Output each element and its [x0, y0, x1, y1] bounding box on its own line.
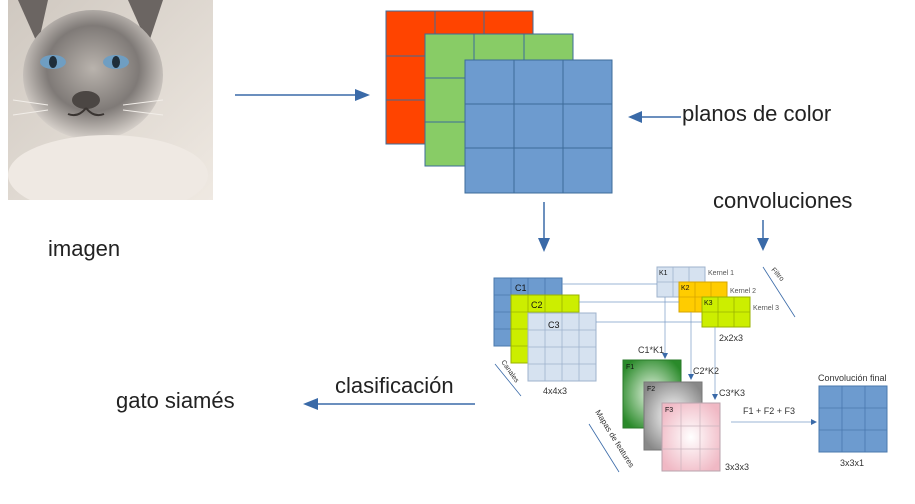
feature-label-f3: F3	[665, 407, 673, 414]
arrow-label-to-planes	[628, 111, 681, 123]
kernel-size-label: 2x2x3	[719, 333, 743, 343]
sum-formula: F1 + F2 + F3	[743, 406, 795, 416]
feature-label-f1: F1	[626, 364, 634, 371]
blue-plane	[464, 59, 613, 194]
arrow-planes-to-conv	[538, 202, 550, 252]
final-size-label: 3x3x1	[840, 458, 864, 468]
color-planes	[385, 10, 613, 194]
channel-label-c2: C2	[531, 300, 543, 310]
convolution-diagram: C1 C2 C3 4x4x3 Canales K1 Kernel 1 K2 Ke…	[493, 266, 888, 473]
product-label-1: C1*K1	[638, 345, 664, 355]
kernel-label-k3: K3	[704, 300, 713, 307]
kernel-label-k2: K2	[681, 285, 690, 292]
imagen-label: imagen	[48, 236, 121, 261]
planos-de-color-label: planos de color	[682, 101, 832, 126]
product-label-3: C3*K3	[719, 388, 745, 398]
kernel-k3: K3	[701, 296, 751, 328]
channel-label-c1: C1	[515, 283, 527, 293]
final-convolution	[818, 385, 888, 453]
kernel-name-2: Kernel 2	[730, 288, 756, 295]
convoluciones-label: convoluciones	[713, 188, 853, 213]
input-size-label: 4x4x3	[543, 386, 567, 396]
kernel-name-1: Kernel 1	[708, 270, 734, 277]
result-label: gato siamés	[116, 388, 235, 413]
feature-size-label: 3x3x3	[725, 462, 749, 472]
feature-label-f2: F2	[647, 386, 655, 393]
cat-photo	[8, 0, 213, 200]
final-title: Convolución final	[818, 373, 887, 383]
arrow-convolutions-label	[757, 220, 769, 251]
channel-c3: C3	[527, 312, 597, 382]
channel-label-c3: C3	[548, 320, 560, 330]
kernel-name-3: Kernel 3	[753, 305, 779, 312]
product-label-2: C2*K2	[693, 366, 719, 376]
clasificacion-label: clasificación	[335, 373, 454, 398]
feature-map-f3: F3	[661, 402, 721, 472]
arrow-classification	[303, 398, 475, 410]
kernel-label-k1: K1	[659, 270, 668, 277]
arrow-image-to-planes	[235, 89, 370, 101]
